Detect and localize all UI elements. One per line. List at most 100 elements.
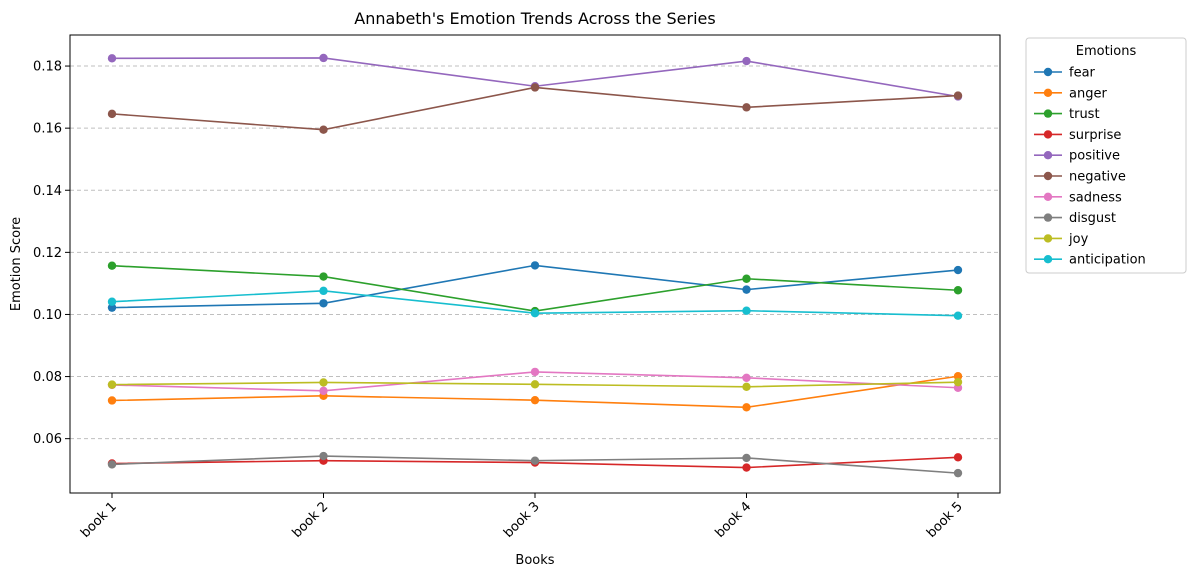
legend-label: negative	[1069, 170, 1126, 185]
y-tick-label: 0.08	[33, 370, 62, 385]
data-point-disgust	[742, 453, 751, 463]
legend-marker	[1043, 234, 1053, 243]
y-tick-label: 0.12	[33, 246, 62, 261]
y-tick-label: 0.06	[33, 432, 62, 447]
legend-marker	[1043, 151, 1053, 160]
data-point-anticipation	[953, 311, 963, 320]
y-axis: 0.06 0.08 0.10 0.12 0.14 0.16 0.18	[33, 60, 70, 447]
data-point-anticipation	[742, 306, 751, 315]
series-disgust	[107, 451, 963, 478]
legend: Emotions fear anger trust surprise positive n…	[1025, 37, 1187, 274]
legend-marker	[1043, 88, 1053, 98]
legend-item-sadness: sadness	[1034, 190, 1122, 205]
data-point-negative	[530, 83, 540, 92]
x-tick-label: book 1	[78, 499, 120, 541]
chart-title: Annabeth's Emotion Trends Across the Ser…	[354, 9, 715, 28]
legend-item-disgust: disgust	[1034, 211, 1116, 226]
x-axis-label: Books	[515, 553, 554, 568]
data-point-anticipation	[107, 297, 117, 306]
data-point-disgust	[107, 460, 117, 469]
legend-label: trust	[1069, 107, 1100, 122]
x-tick-label: book 3	[501, 499, 543, 541]
legend-label: anger	[1069, 86, 1107, 101]
x-axis: book 1 book 2 book 3 book 4 book 5	[78, 493, 966, 541]
x-tick-label: book 5	[924, 499, 966, 541]
data-point-anticipation	[530, 309, 540, 318]
y-tick-label: 0.16	[33, 122, 62, 137]
data-point-positive	[107, 54, 117, 63]
data-point-disgust	[319, 451, 328, 461]
data-point-fear	[530, 261, 540, 270]
data-point-trust	[319, 272, 328, 281]
data-point-sadness	[319, 386, 328, 396]
data-point-trust	[953, 286, 963, 295]
data-point-surprise	[953, 453, 963, 462]
data-point-anticipation	[319, 286, 328, 296]
data-point-negative	[742, 103, 751, 112]
y-tick-label: 0.10	[33, 308, 62, 323]
legend-item-surprise: surprise	[1034, 128, 1121, 143]
data-point-sadness	[530, 367, 540, 377]
data-point-fear	[953, 265, 963, 275]
series-positive	[107, 53, 963, 101]
legend-item-fear: fear	[1034, 66, 1096, 81]
data-point-trust	[742, 274, 751, 283]
data-point-positive	[319, 53, 328, 63]
data-point-joy	[953, 377, 963, 387]
legend-label: fear	[1069, 66, 1096, 81]
data-point-anger	[953, 372, 963, 381]
series-negative	[107, 83, 963, 134]
legend-marker	[1043, 109, 1053, 118]
data-point-anger	[107, 396, 117, 405]
series-anger	[107, 372, 963, 412]
data-point-disgust	[953, 468, 963, 478]
data-point-negative	[953, 91, 963, 100]
series-joy	[107, 377, 963, 392]
legend-marker	[1043, 67, 1053, 77]
legend-marker	[1043, 171, 1053, 181]
data-point-sadness	[742, 373, 751, 383]
legend-title: Emotions	[1076, 44, 1137, 59]
data-point-trust	[107, 261, 117, 270]
legend-label: surprise	[1069, 128, 1121, 143]
data-point-anger	[742, 403, 751, 412]
data-point-joy	[530, 380, 540, 389]
data-point-fear	[319, 299, 328, 308]
legend-marker	[1043, 255, 1053, 264]
legend-marker	[1043, 213, 1053, 222]
legend-item-trust: trust	[1034, 107, 1100, 122]
legend-item-joy: joy	[1034, 232, 1089, 247]
legend-items: fear anger trust surprise positive negative sa…	[1034, 66, 1146, 268]
legend-item-positive: positive	[1034, 149, 1120, 164]
legend-marker	[1043, 192, 1053, 201]
data-point-anger	[530, 395, 540, 405]
legend-item-anticipation: anticipation	[1034, 253, 1146, 268]
data-point-joy	[107, 380, 117, 389]
legend-box	[1025, 37, 1187, 274]
series-fear	[107, 261, 963, 312]
series-line-negative	[111, 86, 959, 131]
data-point-surprise	[742, 463, 751, 472]
legend-label: disgust	[1069, 211, 1116, 226]
legend-label: sadness	[1069, 190, 1122, 205]
series-layer	[107, 53, 963, 478]
data-point-fear	[742, 285, 751, 294]
data-point-disgust	[530, 456, 540, 465]
y-tick-label: 0.18	[33, 60, 62, 75]
legend-item-anger: anger	[1034, 86, 1107, 101]
data-point-fear	[107, 303, 117, 312]
data-point-negative	[107, 109, 117, 119]
legend-item-negative: negative	[1034, 170, 1126, 185]
legend-label: joy	[1068, 232, 1089, 247]
series-anticipation	[107, 286, 963, 320]
data-point-joy	[319, 378, 328, 387]
data-point-negative	[319, 125, 328, 134]
y-axis-label: Emotion Score	[9, 217, 24, 311]
legend-marker	[1043, 130, 1053, 139]
data-point-joy	[742, 382, 751, 392]
data-point-positive	[742, 56, 751, 66]
legend-label: positive	[1069, 149, 1120, 164]
y-tick-label: 0.14	[33, 184, 62, 199]
x-tick-label: book 4	[713, 499, 755, 541]
